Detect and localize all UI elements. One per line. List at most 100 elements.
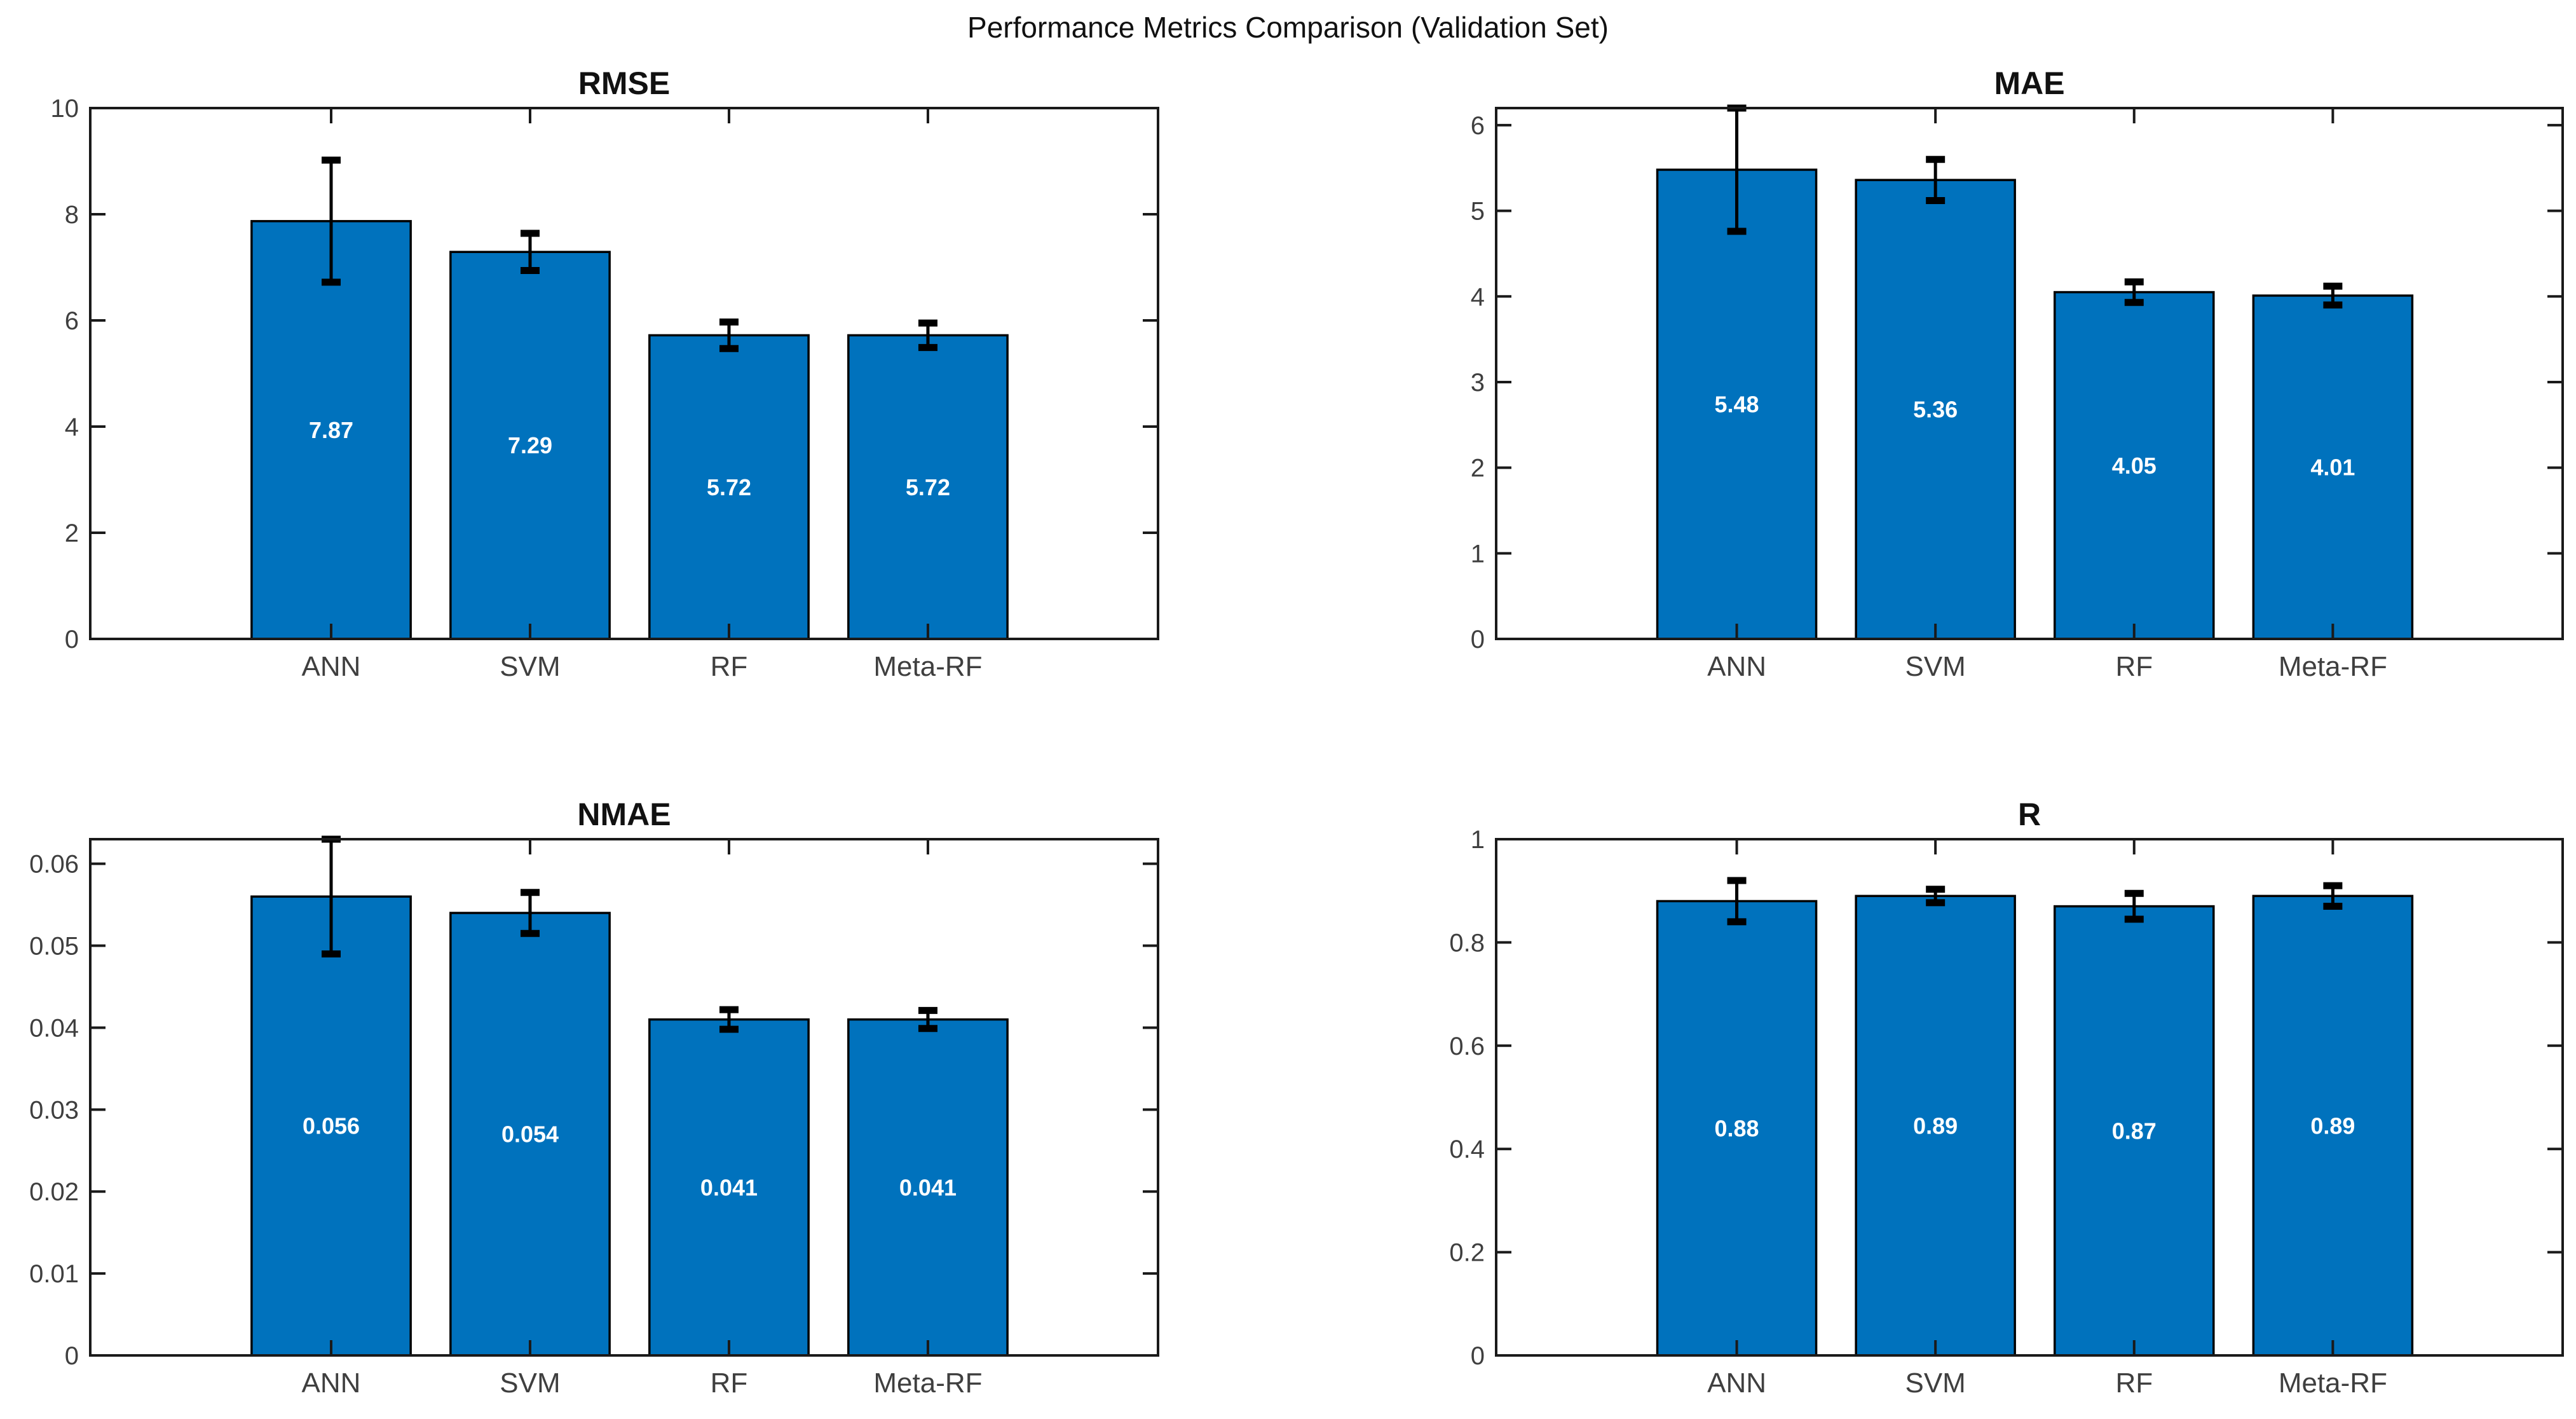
y-tick-label: 0.2: [1449, 1239, 1485, 1267]
error-bar: [1926, 156, 1946, 204]
plot-box: [1495, 107, 2564, 640]
x-category-label: SVM: [1905, 1368, 1965, 1399]
bar-ann: [250, 895, 412, 1357]
bar-svm: [449, 250, 611, 640]
bar-svm: [1855, 179, 2016, 640]
y-tick-label: 6: [65, 307, 79, 335]
error-bar: [2124, 889, 2144, 923]
bar-rf: [2054, 905, 2215, 1357]
bar-value-label: 5.72: [707, 474, 751, 500]
x-category-label: Meta-RF: [873, 1368, 982, 1399]
bar-value-label: 0.041: [700, 1174, 758, 1200]
bar-value-label: 0.041: [899, 1174, 957, 1200]
bar-ann: [1656, 900, 1818, 1357]
plot-box: [89, 107, 1159, 640]
y-tick-label: 0.05: [29, 933, 79, 961]
plot-box: [1495, 838, 2564, 1357]
x-category-label: SVM: [500, 1368, 560, 1399]
error-bar: [1926, 886, 1946, 907]
x-category-label: SVM: [500, 651, 560, 682]
x-category-label: ANN: [302, 651, 361, 682]
bar-value-label: 5.36: [1913, 397, 1958, 423]
y-tick-label: 8: [65, 201, 79, 229]
bar-rf: [2054, 291, 2215, 640]
bar-value-label: 0.88: [1715, 1115, 1759, 1141]
subplot-rmse: RMSE 0 2 4 6 8 10 7.87 ANN 7.29 SVM 5.72 RF 5.72 Meta-…: [51, 65, 1159, 682]
x-category-label: RF: [711, 651, 748, 682]
x-category-label: Meta-RF: [873, 651, 982, 682]
bar-meta-rf: [2252, 294, 2414, 640]
bar-meta-rf: [847, 1018, 1009, 1357]
error-bar: [918, 1006, 937, 1032]
bar-value-label: 7.29: [508, 432, 552, 458]
bar-value-label: 0.89: [2310, 1113, 2355, 1139]
error-bar: [2323, 282, 2343, 309]
x-category-label: ANN: [302, 1368, 361, 1399]
y-tick-label: 0.6: [1449, 1032, 1485, 1060]
bar-svm: [1855, 895, 2016, 1357]
y-tick-label: 5: [1471, 198, 1485, 226]
subplot-nmae: NMAE 0 0.01 0.02 0.03 0.04 0.05 0.06 0.056 ANN 0.0…: [29, 797, 1159, 1399]
bar-value-label: 5.72: [906, 474, 950, 500]
bar-ann: [250, 220, 412, 640]
subplot-title: NMAE: [577, 797, 671, 832]
x-category-label: ANN: [1707, 651, 1766, 682]
y-tick-label: 3: [1471, 369, 1485, 397]
x-category-label: ANN: [1707, 1368, 1766, 1399]
y-tick-label: 0: [65, 1342, 79, 1370]
y-tick-label: 6: [1471, 112, 1485, 140]
subplot-title: RMSE: [578, 65, 670, 101]
bar-value-label: 7.87: [309, 417, 353, 443]
y-tick-label: 10: [51, 95, 79, 123]
x-category-label: RF: [2115, 651, 2153, 682]
y-tick-label: 0.4: [1449, 1135, 1485, 1163]
bar-rf: [648, 1018, 810, 1357]
subplot-title: R: [2018, 797, 2041, 832]
plot-box: [89, 838, 1159, 1357]
error-bar: [520, 889, 540, 937]
bar-value-label: 0.056: [303, 1113, 360, 1139]
error-bar: [719, 1006, 739, 1033]
y-tick-label: 0: [65, 626, 79, 654]
subplot-mae: MAE 0 1 2 3 4 5 6 5.48 ANN 5.36 SVM 4.05 RF 4.01 Meta-R…: [1471, 65, 2564, 682]
bar-value-label: 0.054: [501, 1121, 559, 1148]
bar-value-label: 5.48: [1715, 392, 1759, 418]
error-bar: [520, 230, 540, 275]
y-tick-label: 0.04: [29, 1014, 79, 1042]
error-bar: [2124, 278, 2144, 306]
bar-meta-rf: [2252, 895, 2414, 1357]
error-bar: [719, 319, 739, 352]
y-tick-label: 1: [1471, 540, 1485, 568]
y-tick-label: 2: [1471, 455, 1485, 483]
bar-ann: [1656, 168, 1818, 640]
subplot-r: R 0 0.2 0.4 0.6 0.8 1 0.88 ANN 0.89 SVM 0.87 RF 0.89 M…: [1449, 797, 2564, 1399]
x-category-label: RF: [2115, 1368, 2153, 1399]
y-tick-label: 1: [1471, 826, 1485, 854]
y-tick-label: 0.8: [1449, 929, 1485, 957]
y-tick-label: 4: [65, 413, 79, 441]
figure-suptitle: Performance Metrics Comparison (Validati…: [967, 11, 1609, 44]
x-category-label: RF: [711, 1368, 748, 1399]
y-tick-label: 0: [1471, 626, 1485, 654]
y-tick-label: 2: [65, 519, 79, 547]
y-tick-label: 4: [1471, 283, 1485, 311]
bar-value-label: 0.87: [2112, 1118, 2157, 1144]
x-category-label: Meta-RF: [2279, 1368, 2387, 1399]
x-category-label: Meta-RF: [2279, 651, 2387, 682]
error-bar: [322, 156, 341, 286]
bar-value-label: 0.89: [1913, 1113, 1958, 1139]
bar-value-label: 4.01: [2310, 455, 2355, 481]
error-bar: [1727, 877, 1747, 926]
error-bar: [2323, 882, 2343, 910]
y-tick-label: 0.02: [29, 1178, 79, 1206]
y-tick-label: 0.01: [29, 1260, 79, 1288]
x-category-label: SVM: [1905, 651, 1965, 682]
bar-value-label: 4.05: [2112, 453, 2157, 479]
y-tick-label: 0: [1471, 1342, 1485, 1370]
y-tick-label: 0.06: [29, 851, 79, 879]
subplot-title: MAE: [1994, 65, 2064, 101]
error-bar: [918, 319, 937, 352]
y-tick-label: 0.03: [29, 1096, 79, 1124]
